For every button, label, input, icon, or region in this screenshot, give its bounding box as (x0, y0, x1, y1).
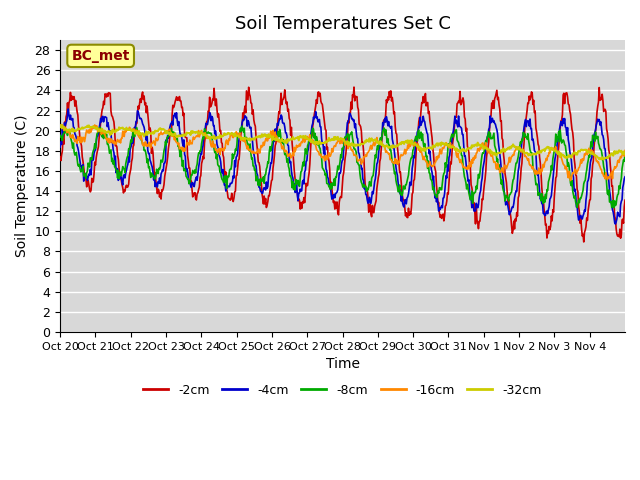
Legend: -2cm, -4cm, -8cm, -16cm, -32cm: -2cm, -4cm, -8cm, -16cm, -32cm (138, 379, 547, 402)
Text: BC_met: BC_met (72, 49, 130, 63)
X-axis label: Time: Time (326, 357, 360, 371)
Y-axis label: Soil Temperature (C): Soil Temperature (C) (15, 115, 29, 257)
Title: Soil Temperatures Set C: Soil Temperatures Set C (235, 15, 451, 33)
